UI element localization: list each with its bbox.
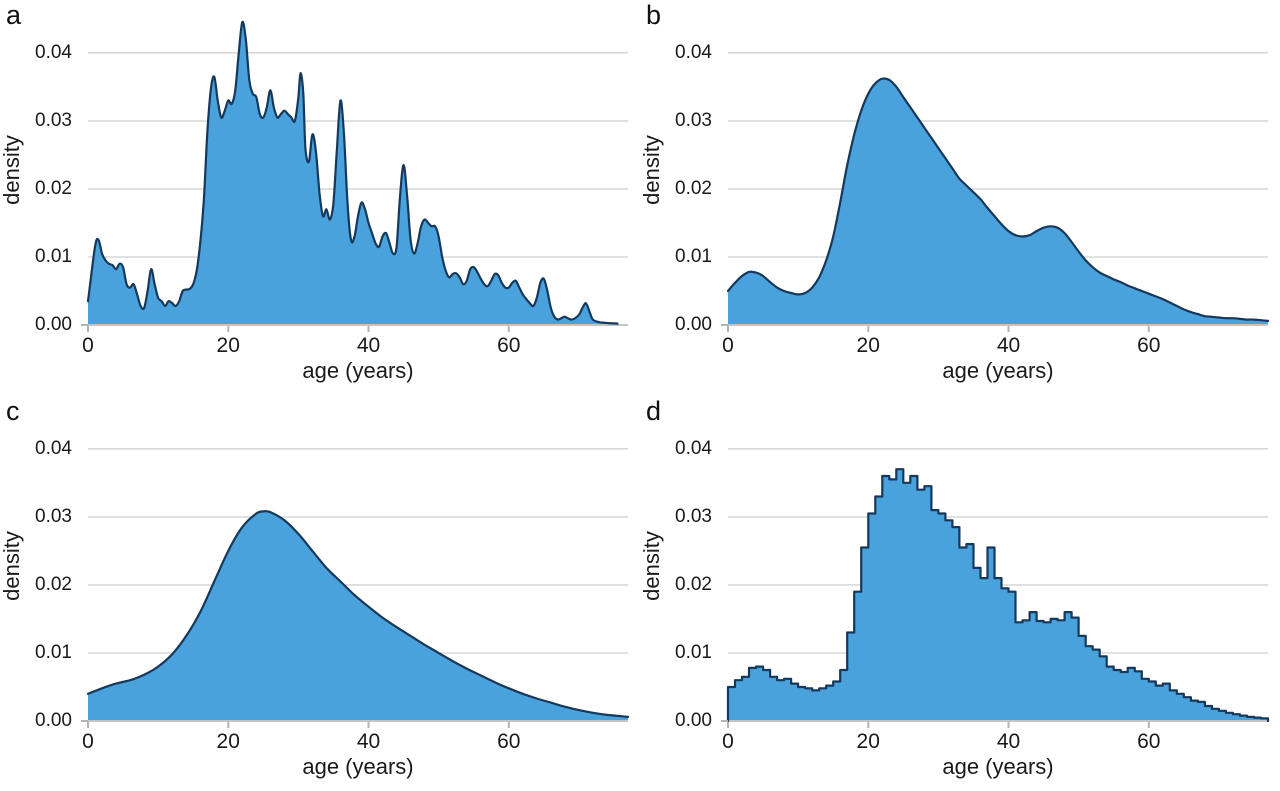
x-axis-title: age (years) — [942, 358, 1054, 383]
x-tick-label: 60 — [497, 730, 521, 753]
x-tick-labels: 0 20 40 60 — [722, 334, 1268, 358]
plot-area — [81, 408, 630, 729]
density-area — [88, 511, 628, 721]
x-tick-label: 40 — [356, 334, 381, 357]
density-line — [86, 510, 630, 718]
x-tick-labels: 0 20 40 60 — [722, 730, 1268, 754]
y-tick-labels: 0.00 0.01 0.02 0.03 0.04 — [660, 12, 712, 335]
panel-b: b density 0.00 0.01 0.02 0.03 0.04 0 20 40 60 a… — [639, 0, 1280, 396]
x-tick-label: 0 — [82, 730, 94, 753]
x-tick-label: 60 — [1137, 334, 1161, 357]
density-line — [86, 20, 619, 325]
y-tick-label: 0.03 — [675, 506, 712, 527]
panel-letter-d: d — [646, 396, 662, 426]
y-tick-label: 0.03 — [35, 506, 72, 527]
y-tick-labels: 0.00 0.01 0.02 0.03 0.04 — [20, 12, 72, 335]
plot-area — [721, 408, 1270, 729]
density-area — [728, 78, 1268, 326]
y-tick-label: 0.01 — [675, 246, 712, 267]
y-tick-label: 0.03 — [675, 110, 712, 131]
x-tick-label: 40 — [996, 334, 1021, 357]
density-plot-svg — [721, 51, 1270, 332]
panel-letter-a: a — [6, 0, 22, 30]
density-area — [728, 469, 1268, 721]
y-tick-label: 0.01 — [35, 642, 72, 663]
x-tick-label: 0 — [722, 730, 734, 753]
panel-letter-c: c — [6, 396, 20, 426]
x-axis-title: age (years) — [302, 358, 414, 383]
density-line — [726, 468, 1270, 723]
y-tick-label: 0.01 — [35, 246, 72, 267]
panel-c: c density 0.00 0.01 0.02 0.03 0.04 0 20 40 60 a… — [0, 396, 640, 791]
x-tick-label: 20 — [856, 730, 880, 753]
density-plot-svg — [721, 447, 1270, 728]
y-tick-label: 0.04 — [675, 438, 712, 459]
y-tick-labels: 0.00 0.01 0.02 0.03 0.04 — [20, 408, 72, 731]
x-tick-label: 40 — [356, 730, 381, 753]
x-tick-label: 20 — [856, 334, 880, 357]
x-tick-label: 0 — [722, 334, 734, 357]
y-tick-label: 0.04 — [35, 438, 72, 459]
y-tick-labels: 0.00 0.01 0.02 0.03 0.04 — [660, 408, 712, 731]
x-tick-labels: 0 20 40 60 — [82, 730, 628, 754]
y-tick-label: 0.02 — [35, 574, 72, 595]
y-tick-label: 0.04 — [35, 42, 72, 63]
x-axis-title: age (years) — [302, 754, 414, 779]
y-tick-label: 0.01 — [675, 642, 712, 663]
y-tick-label: 0.04 — [675, 42, 712, 63]
y-tick-label: 0.02 — [675, 574, 712, 595]
x-tick-label: 20 — [216, 730, 240, 753]
x-tick-label: 60 — [497, 334, 521, 357]
plot-area — [81, 12, 628, 333]
x-tick-label: 60 — [1137, 730, 1161, 753]
y-tick-label: 0.02 — [675, 178, 712, 199]
plot-area — [721, 12, 1270, 333]
y-tick-label: 0.00 — [35, 710, 72, 731]
y-tick-label: 0.00 — [35, 314, 72, 335]
x-axis-title: age (years) — [942, 754, 1054, 779]
x-tick-label: 0 — [82, 334, 94, 357]
density-plot-svg — [81, 447, 630, 728]
panel-d: d density 0.00 0.01 0.02 0.03 0.04 0 20 40 60 a… — [639, 396, 1280, 791]
density-area — [88, 21, 618, 325]
y-tick-label: 0.02 — [35, 178, 72, 199]
x-tick-label: 40 — [996, 730, 1021, 753]
x-tick-label: 20 — [216, 334, 240, 357]
density-plot-svg — [81, 20, 628, 332]
y-tick-label: 0.00 — [675, 710, 712, 731]
density-line — [726, 77, 1270, 322]
panel-letter-b: b — [646, 0, 662, 30]
y-tick-label: 0.00 — [675, 314, 712, 335]
panel-a: a density 0.00 0.01 0.02 0.03 0.04 0 20 40 60 a… — [0, 0, 640, 396]
x-tick-labels: 0 20 40 60 — [82, 334, 628, 358]
y-tick-label: 0.03 — [35, 110, 72, 131]
